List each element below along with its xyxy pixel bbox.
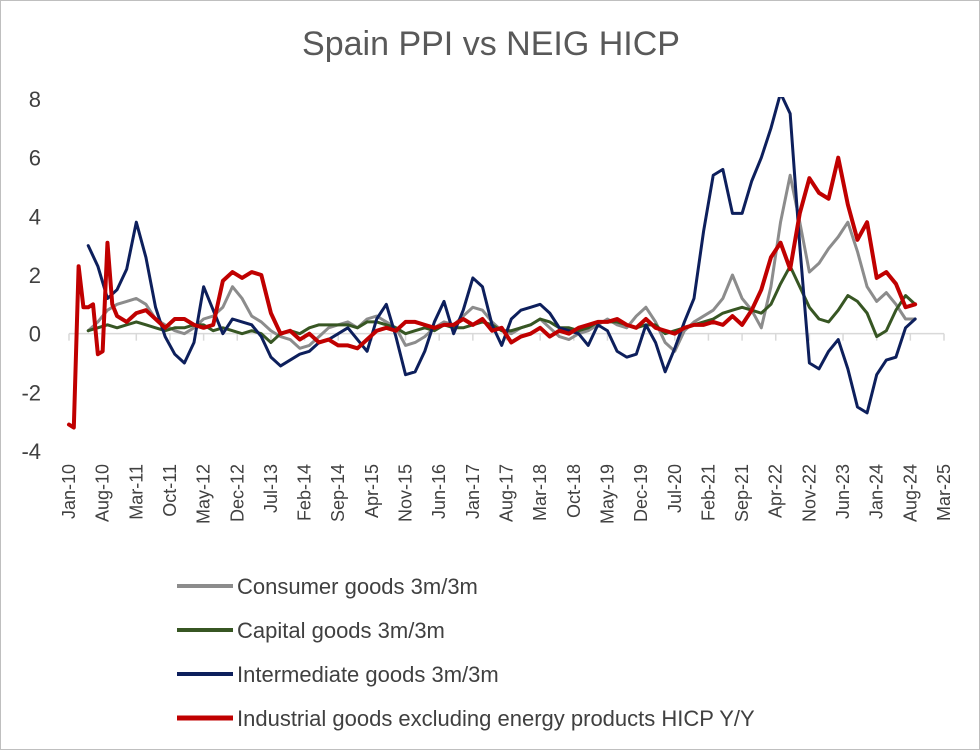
y-tick-label: -2 — [21, 380, 41, 405]
x-tick-label: Feb-21 — [698, 464, 718, 521]
x-tick-label: Jul-13 — [261, 464, 281, 513]
x-tick-label: Sep-21 — [732, 464, 752, 522]
x-tick-label: Nov-15 — [396, 464, 416, 522]
x-tick-label: Nov-22 — [799, 464, 819, 522]
y-tick-label: 6 — [29, 146, 41, 171]
legend-label-2: Capital goods 3m/3m — [237, 618, 445, 643]
series-line-4 — [67, 155, 918, 430]
legend-label-1: Consumer goods 3m/3m — [237, 574, 478, 599]
legend-label-3: Intermediate goods 3m/3m — [237, 662, 499, 687]
x-tick-label: May-12 — [194, 464, 214, 524]
x-tick-label: Mar-18 — [530, 464, 550, 521]
x-tick-label: Apr-22 — [766, 464, 786, 518]
series-lines — [67, 97, 918, 430]
x-tick-label: Jan-24 — [867, 464, 887, 519]
y-tick-label: 2 — [29, 263, 41, 288]
x-tick-label: Aug-17 — [497, 464, 517, 522]
x-tick-label: Jun-23 — [833, 464, 853, 519]
series-line-3 — [86, 97, 917, 415]
legend: Consumer goods 3m/3m Capital goods 3m/3m I… — [177, 574, 755, 731]
y-tick-label: 0 — [29, 322, 41, 347]
x-tick-label: Oct-11 — [160, 464, 180, 517]
x-tick-label: Dec-12 — [227, 464, 247, 522]
x-tick-label: Mar-11 — [126, 464, 146, 520]
x-tick-label: May-19 — [597, 464, 617, 524]
y-tick-label: 8 — [29, 87, 41, 112]
axes: -4 -2 0 2 4 6 8 Jan-10 Aug-10 Mar-11 Oct-11 May-12 D… — [21, 87, 954, 524]
chart-title: Spain PPI vs NEIG HICP — [302, 25, 680, 63]
x-tick-label: Mar-25 — [934, 464, 954, 521]
x-tick-label: Sep-14 — [328, 464, 348, 522]
x-tick-label: Apr-15 — [362, 464, 382, 518]
legend-label-4: Industrial goods excluding energy produc… — [237, 706, 755, 731]
x-tick-label: Jul-20 — [665, 464, 685, 513]
x-tick-label: Oct-18 — [564, 464, 584, 518]
x-tick-label: Dec-19 — [631, 464, 651, 522]
x-tick-label: Jan-10 — [59, 464, 79, 519]
y-tick-label: -4 — [21, 439, 41, 464]
x-tick-label: Jun-16 — [429, 464, 449, 519]
x-tick-label: Jan-17 — [463, 464, 483, 519]
y-tick-label: 4 — [29, 204, 41, 229]
x-tick-label: Aug-10 — [93, 464, 113, 522]
x-tick-label: Feb-14 — [295, 464, 315, 521]
x-tick-label: Aug-24 — [900, 464, 920, 522]
